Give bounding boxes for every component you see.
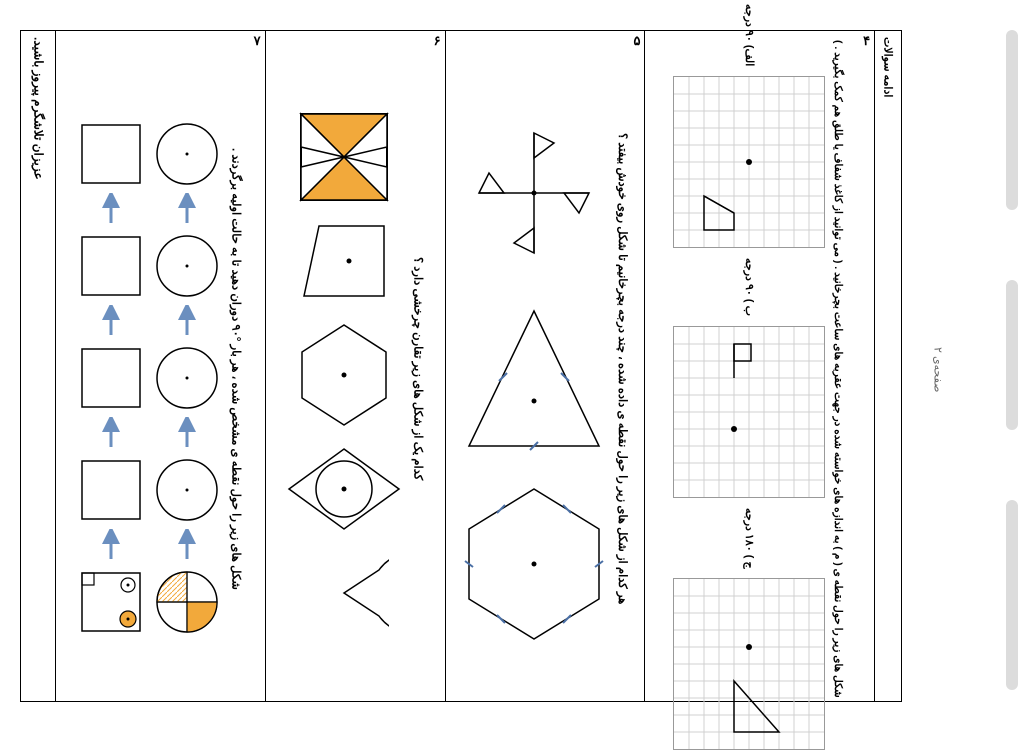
question-5-text: هر کدام از شکل های زیر را حول نقطه ی داد… (613, 133, 631, 604)
footer-text: عزیزان تلاشگرم پیروز باشید. (28, 37, 47, 180)
q5-hexagon (459, 479, 609, 649)
q6-hexagon (294, 320, 394, 430)
q7-square-blank (76, 343, 146, 413)
page-number-gutter: صفحه‌ی ۲ (928, 20, 948, 720)
q6-hourglass-square (299, 112, 389, 202)
q4-label-b: ب ) ۹۰ درجه (743, 258, 756, 316)
q6-trapezoid (289, 216, 399, 306)
q4-label-c: ج ) ۱۸۰ درجه (743, 508, 756, 569)
q7-circle-blank (152, 231, 222, 301)
question-number: ۴ (863, 33, 870, 49)
q7-square-blank (76, 119, 146, 189)
question-number: ۷ (254, 33, 261, 49)
scrollbar-thumb[interactable] (1006, 500, 1018, 690)
continue-label: ادامه سوالات (882, 37, 895, 97)
q4-grid-b (673, 326, 825, 498)
arrow-up-icon (178, 193, 196, 227)
worksheet-page: ادامه سوالات ۴ شکل های زیر را حول نقطه ی… (20, 30, 902, 702)
q4-grid-a (673, 76, 825, 248)
scrollbar-thumb[interactable] (1006, 30, 1018, 210)
arrow-up-icon (102, 529, 120, 563)
q4-grid-c (673, 578, 825, 750)
page-number-label: صفحه‌ی ۲ (932, 347, 945, 393)
question-6-text: کدام یک از شکل های زیر تقارن چرخشی دارد … (408, 257, 426, 480)
arrow-up-icon (178, 305, 196, 339)
q6-circle-in-rhombus (284, 444, 404, 534)
question-number: ۶ (434, 33, 441, 49)
question-number: ۵ (633, 33, 640, 49)
q7-square-blank (76, 455, 146, 525)
question-6-column: ۶ کدام یک از شکل های زیر تقارن چرخشی دار… (265, 31, 445, 701)
q4-label-a: الف) ۹۰ درجه (743, 4, 756, 66)
q5-pinwheel (464, 103, 604, 283)
q7-circle-blank (152, 119, 222, 189)
question-4-text: شکل های زیر را حول نقطه ی ( م ) به انداز… (829, 40, 846, 698)
question-7-text: شکل های زیر را حول نقطه ی مشخص شده ، هر … (226, 148, 244, 590)
q7-circle-start (152, 567, 222, 637)
arrow-up-icon (178, 529, 196, 563)
q7-square-start (76, 567, 146, 637)
scrollbar-track (1004, 30, 1018, 690)
scrollbar-thumb[interactable] (1006, 280, 1018, 430)
arrow-up-icon (102, 305, 120, 339)
q7-square-blank (76, 231, 146, 301)
footer-column: عزیزان تلاشگرم پیروز باشید. (21, 31, 55, 701)
arrow-up-icon (178, 417, 196, 451)
q7-circle-blank (152, 455, 222, 525)
question-7-column: ۷ شکل های زیر را حول نقطه ی مشخص شده ، ه… (55, 31, 265, 701)
arrow-up-icon (102, 193, 120, 227)
q6-pacman (299, 548, 389, 638)
continue-column: ادامه سوالات (874, 31, 901, 701)
q7-circle-blank (152, 343, 222, 413)
q5-triangle (459, 301, 609, 461)
question-4-column: ۴ شکل های زیر را حول نقطه ی ( م ) به اند… (644, 31, 874, 701)
arrow-up-icon (102, 417, 120, 451)
question-5-column: ۵ هر کدام از شکل های زیر را حول نقطه ی د… (445, 31, 645, 701)
